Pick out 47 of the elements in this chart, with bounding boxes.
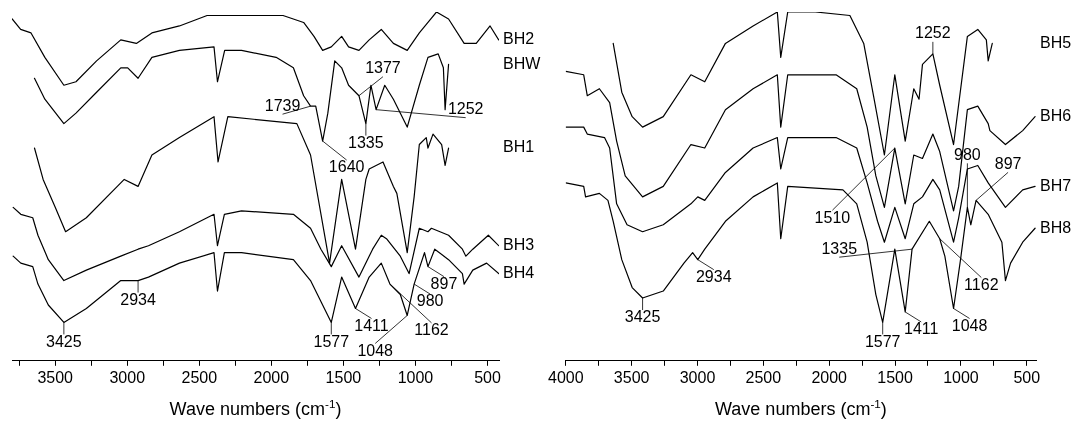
x-tick-label: 1500 — [877, 368, 913, 386]
x-tick-label: 2500 — [181, 368, 218, 386]
annotation: 980 — [416, 292, 444, 310]
x-tick-label: 2000 — [811, 368, 848, 386]
x-tick-label: 3500 — [613, 368, 650, 386]
x-tick-label: 3000 — [679, 368, 716, 386]
annotation: 1252 — [915, 24, 951, 42]
annotation: 2934 — [120, 290, 156, 308]
series-label: BH8 — [1040, 218, 1072, 236]
text: BHW — [503, 54, 542, 72]
annotation: 1577 — [313, 332, 350, 350]
series-label: BH3 — [503, 236, 535, 254]
annotation: 897 — [994, 154, 1022, 172]
legend-label: BH7 — [1040, 176, 1072, 194]
x-tick-label: 3000 — [109, 368, 146, 386]
x-tick-label: 500 — [474, 368, 501, 386]
annotation: 1048 — [951, 316, 988, 334]
series-label: BH2 — [503, 30, 535, 48]
annotation: 1411 — [904, 320, 939, 338]
x-tick-label: 1500 — [325, 368, 362, 386]
annotation: 1377 — [365, 59, 401, 77]
annotation: 1162 — [414, 321, 449, 339]
annotation: 1335 — [348, 134, 384, 152]
annotation: 2934 — [695, 268, 732, 286]
x-tick-label: 3500 — [37, 368, 74, 386]
x-tick-label: 1000 — [397, 368, 434, 386]
annotation: 3425 — [624, 308, 661, 326]
annotation: 1510 — [814, 208, 851, 226]
x-tick-label: 4000 — [548, 368, 584, 386]
annotation: 1640 — [328, 158, 365, 176]
text: BH1 — [503, 138, 535, 156]
annotation: 1335 — [821, 239, 858, 257]
series-label: BH4 — [503, 264, 535, 282]
x-tick-label: 500 — [1013, 368, 1041, 386]
annotation: 1162 — [964, 275, 999, 293]
annotation: 1739 — [264, 96, 301, 114]
annotation: 1411 — [354, 316, 389, 334]
annotation: 3425 — [46, 332, 82, 350]
annotation: 1577 — [864, 332, 901, 350]
text: BH5 — [1040, 33, 1072, 51]
annotation: 1048 — [357, 341, 394, 359]
x-tick-label: 2000 — [253, 368, 290, 386]
series-label: BH6 — [1040, 107, 1072, 125]
annotation: 1252 — [447, 100, 484, 118]
annotation: 897 — [430, 275, 458, 293]
x-tick-label: 2500 — [745, 368, 782, 386]
x-tick-label: 1000 — [943, 368, 979, 386]
